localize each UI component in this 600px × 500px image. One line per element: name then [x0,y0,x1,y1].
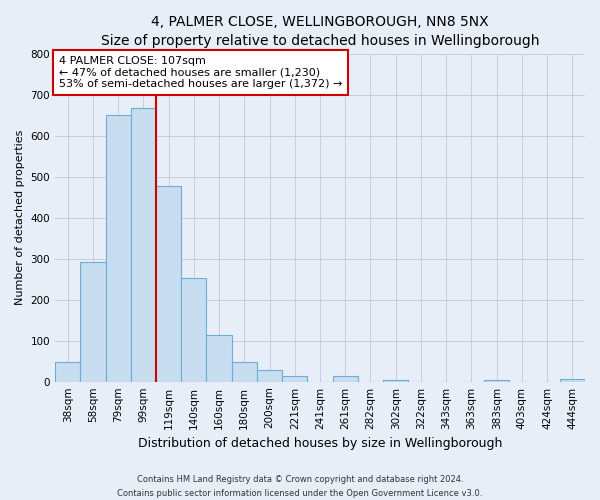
Bar [282,376,307,382]
Bar [131,108,156,382]
Bar [106,115,131,382]
Bar [383,380,409,382]
Text: Contains HM Land Registry data © Crown copyright and database right 2024.
Contai: Contains HM Land Registry data © Crown c… [118,476,482,498]
Bar [232,362,257,382]
Bar [80,262,106,382]
X-axis label: Distribution of detached houses by size in Wellingborough: Distribution of detached houses by size … [138,437,502,450]
Bar [332,376,358,382]
Bar [55,362,80,382]
Bar [560,379,585,382]
Bar [156,186,181,382]
Y-axis label: Number of detached properties: Number of detached properties [15,130,25,306]
Text: 4 PALMER CLOSE: 107sqm
← 47% of detached houses are smaller (1,230)
53% of semi-: 4 PALMER CLOSE: 107sqm ← 47% of detached… [59,56,342,89]
Bar [257,370,282,382]
Title: 4, PALMER CLOSE, WELLINGBOROUGH, NN8 5NX
Size of property relative to detached h: 4, PALMER CLOSE, WELLINGBOROUGH, NN8 5NX… [101,15,539,48]
Bar [181,278,206,382]
Bar [206,336,232,382]
Bar [484,380,509,382]
